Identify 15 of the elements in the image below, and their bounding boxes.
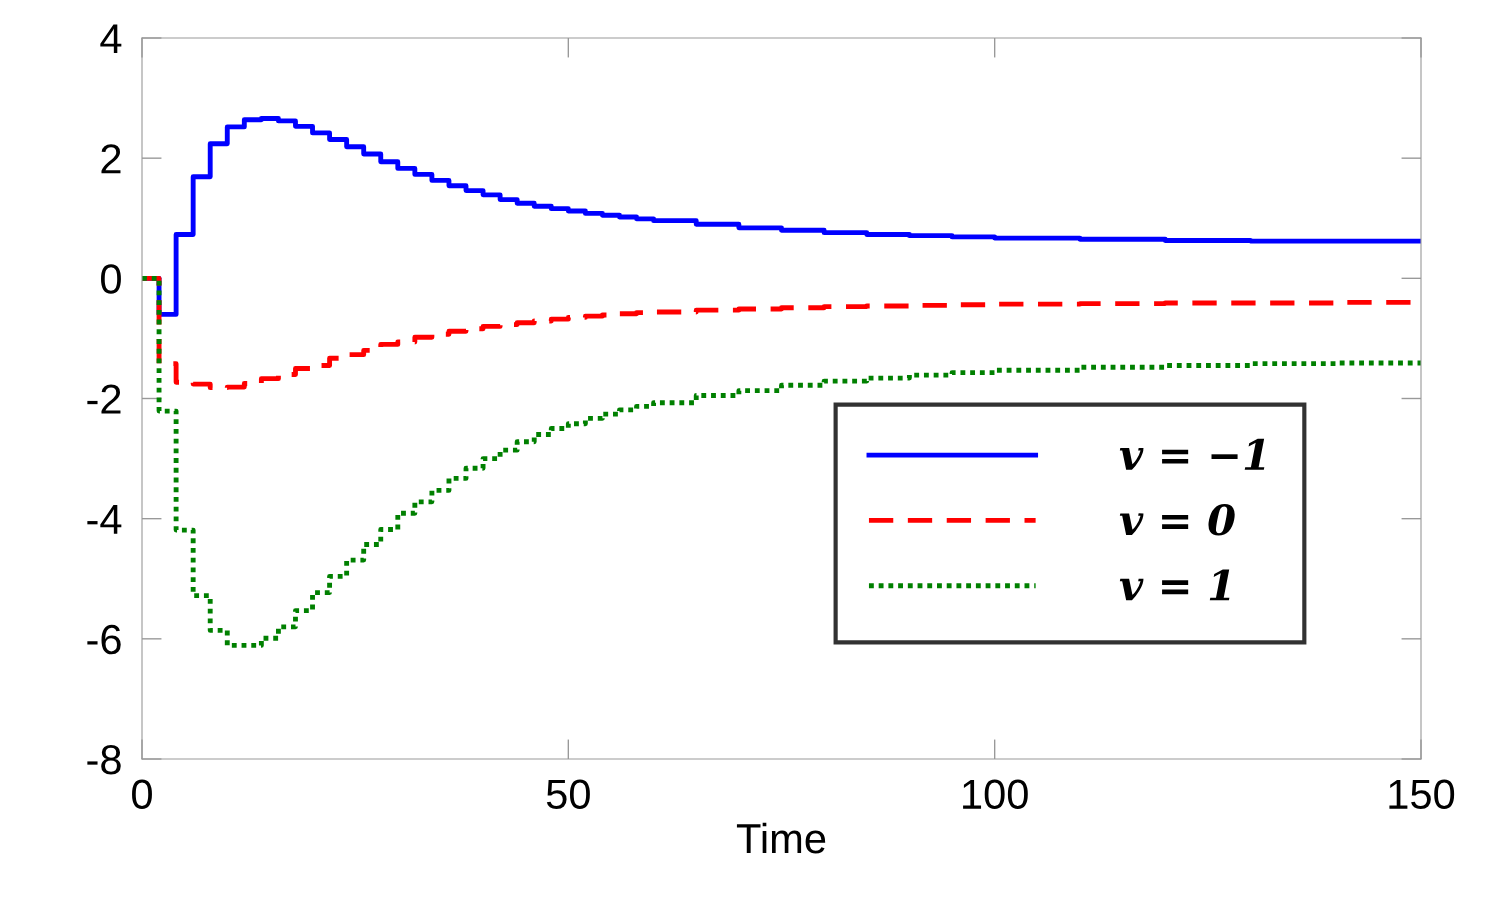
y-tick-label: -8 — [87, 745, 121, 775]
legend-label: v = 1 — [1119, 569, 1230, 601]
legend-label: v = −1 — [1119, 438, 1265, 470]
x-tick-label: 150 — [1389, 779, 1455, 810]
x-axis-title: Time — [736, 822, 826, 854]
legend-label: v = 0 — [1119, 504, 1235, 536]
y-tick-label: 0 — [101, 264, 121, 294]
y-tick-label: 4 — [100, 24, 122, 54]
y-tick-label: -2 — [87, 384, 121, 414]
y-tick-label: -6 — [87, 624, 121, 655]
x-tick-label: 100 — [963, 779, 1028, 810]
y-tick-label: -4 — [87, 505, 122, 534]
y-tick-label: 2 — [101, 144, 121, 174]
x-tick-label: 50 — [546, 779, 590, 810]
x-tick-label: 0 — [132, 779, 152, 810]
